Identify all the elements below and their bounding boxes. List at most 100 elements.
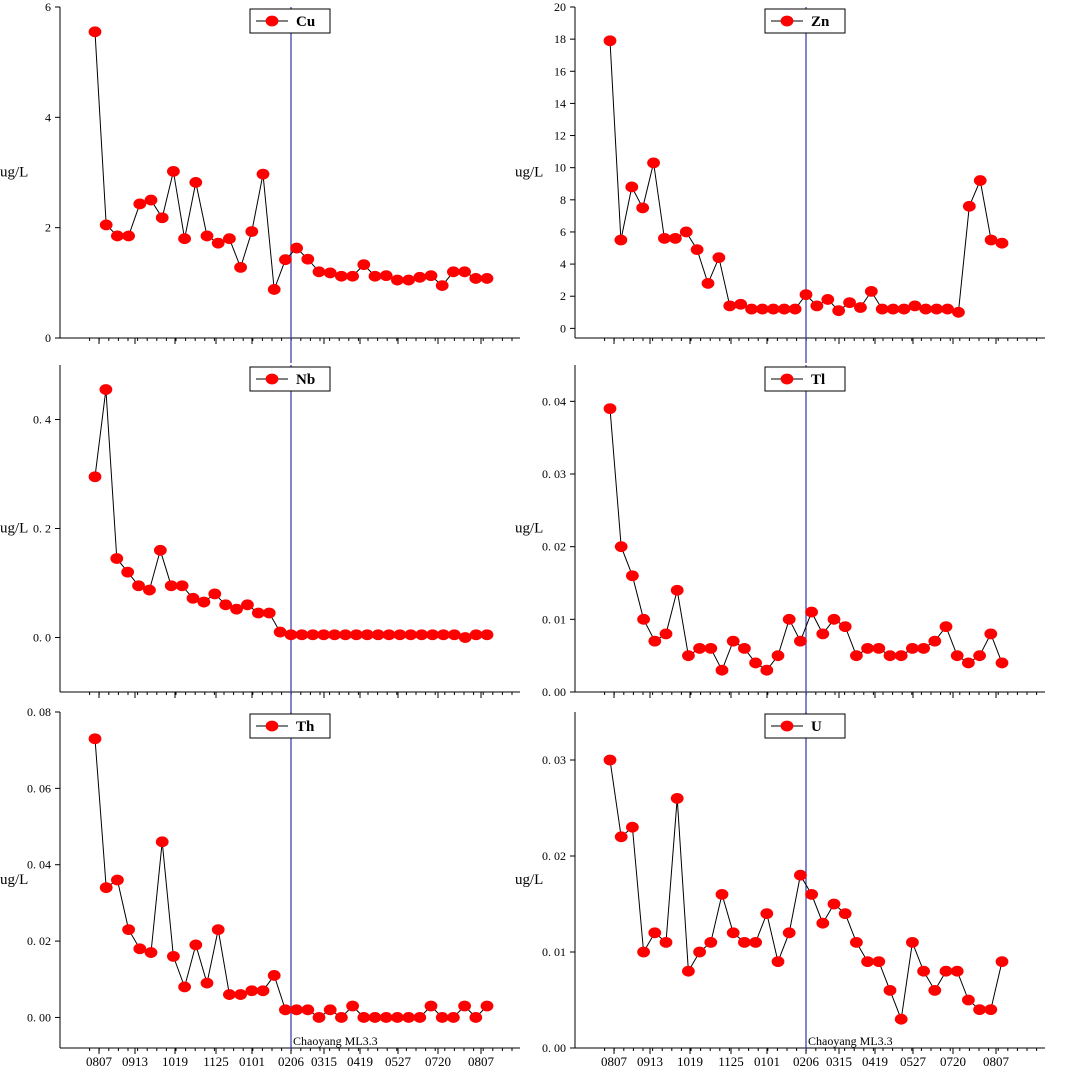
y-tick-label: 0. 03	[542, 753, 566, 767]
data-point	[864, 286, 878, 297]
data-point	[749, 937, 762, 948]
x-tick-label: 0807	[86, 1054, 113, 1069]
y-axis-label: ug/L	[0, 521, 28, 537]
data-point	[872, 643, 886, 654]
data-point	[950, 965, 964, 977]
data-point	[435, 1012, 449, 1023]
data-point	[144, 947, 158, 958]
x-tick-label: 0101	[239, 1054, 265, 1069]
data-point	[390, 1012, 404, 1023]
event-label: Chaoyang ML3.3	[808, 1034, 893, 1048]
data-point	[458, 632, 472, 643]
data-point	[603, 754, 617, 766]
data-point	[816, 628, 830, 640]
legend-marker	[780, 15, 794, 27]
data-point	[132, 580, 145, 592]
data-point	[670, 793, 684, 804]
data-point	[446, 1012, 460, 1023]
y-tick-label: 0. 08	[27, 705, 51, 719]
data-point	[995, 657, 1009, 669]
y-tick-label: 10	[554, 161, 566, 175]
data-point	[973, 175, 987, 186]
data-point	[861, 643, 874, 654]
data-point	[222, 989, 236, 1000]
data-point	[99, 384, 113, 395]
data-point	[658, 232, 671, 244]
data-point	[962, 994, 975, 1006]
data-point	[110, 553, 124, 564]
data-point	[346, 1000, 360, 1012]
x-tick-label: 0315	[311, 1054, 337, 1069]
data-point	[346, 270, 360, 282]
data-point	[267, 284, 281, 295]
data-point	[306, 629, 320, 641]
y-tick-label: 4	[45, 110, 51, 124]
data-point	[648, 927, 662, 939]
data-point	[424, 1000, 438, 1012]
data-point	[850, 650, 863, 662]
data-point	[382, 629, 396, 641]
data-point	[810, 300, 824, 312]
data-point	[636, 202, 650, 214]
y-tick-label: 0. 4	[33, 413, 51, 427]
data-point	[480, 273, 494, 284]
data-point	[894, 650, 908, 662]
x-tick-label: 0206	[793, 1054, 820, 1069]
legend-label: Th	[296, 719, 315, 735]
data-point	[659, 628, 673, 640]
data-point	[197, 596, 211, 608]
data-point	[334, 270, 348, 282]
data-point	[357, 259, 371, 271]
data-point	[211, 924, 225, 936]
data-point	[777, 303, 791, 315]
data-point	[648, 635, 662, 647]
data-point	[984, 628, 998, 640]
data-point	[679, 226, 693, 238]
y-tick-label: 0. 0	[33, 631, 51, 645]
x-tick-label: 1019	[162, 1054, 188, 1069]
y-tick-label: 2	[45, 221, 51, 235]
y-tick-label: 2	[560, 289, 566, 303]
chart-panel-u: 0. 00 0. 01 0. 02 0. 03 ug/L 0807 0913 1019 1125…	[515, 712, 1045, 1069]
data-point	[339, 629, 352, 641]
data-point	[241, 599, 254, 611]
chart-panel-cu: 0 2 4 6 ug/L Cu	[0, 0, 520, 363]
legend-marker	[265, 720, 279, 732]
data-point	[99, 882, 113, 894]
data-point	[872, 956, 886, 967]
data-point	[908, 300, 922, 312]
x-tick-label: 0315	[826, 1054, 852, 1069]
data-point	[111, 230, 124, 242]
data-point	[290, 1004, 304, 1016]
data-point	[614, 831, 628, 843]
data-point	[312, 1012, 326, 1023]
data-point	[917, 965, 930, 977]
y-tick-label: 0. 03	[542, 467, 566, 481]
data-point	[379, 270, 393, 282]
data-point	[883, 650, 897, 662]
data-point	[875, 303, 889, 315]
data-point	[726, 927, 740, 939]
y-tick-label: 0. 01	[542, 612, 566, 626]
data-point	[626, 570, 639, 582]
data-point	[850, 937, 863, 948]
data-point	[973, 650, 986, 662]
data-point	[962, 200, 976, 212]
data-point	[886, 303, 900, 315]
data-point	[413, 1012, 427, 1023]
legend-label: Cu	[296, 14, 315, 30]
data-point	[317, 629, 331, 641]
x-tick-label: 0527	[385, 1054, 412, 1069]
data-point	[894, 1013, 908, 1025]
data-point	[208, 588, 222, 600]
data-point	[973, 1004, 986, 1015]
data-point	[284, 629, 298, 641]
data-point	[469, 1012, 483, 1023]
data-point	[693, 643, 706, 654]
data-point	[782, 613, 796, 625]
data-point	[230, 603, 243, 615]
data-point	[919, 303, 933, 315]
data-point	[469, 273, 483, 284]
data-point	[745, 303, 758, 315]
data-point	[133, 943, 147, 955]
